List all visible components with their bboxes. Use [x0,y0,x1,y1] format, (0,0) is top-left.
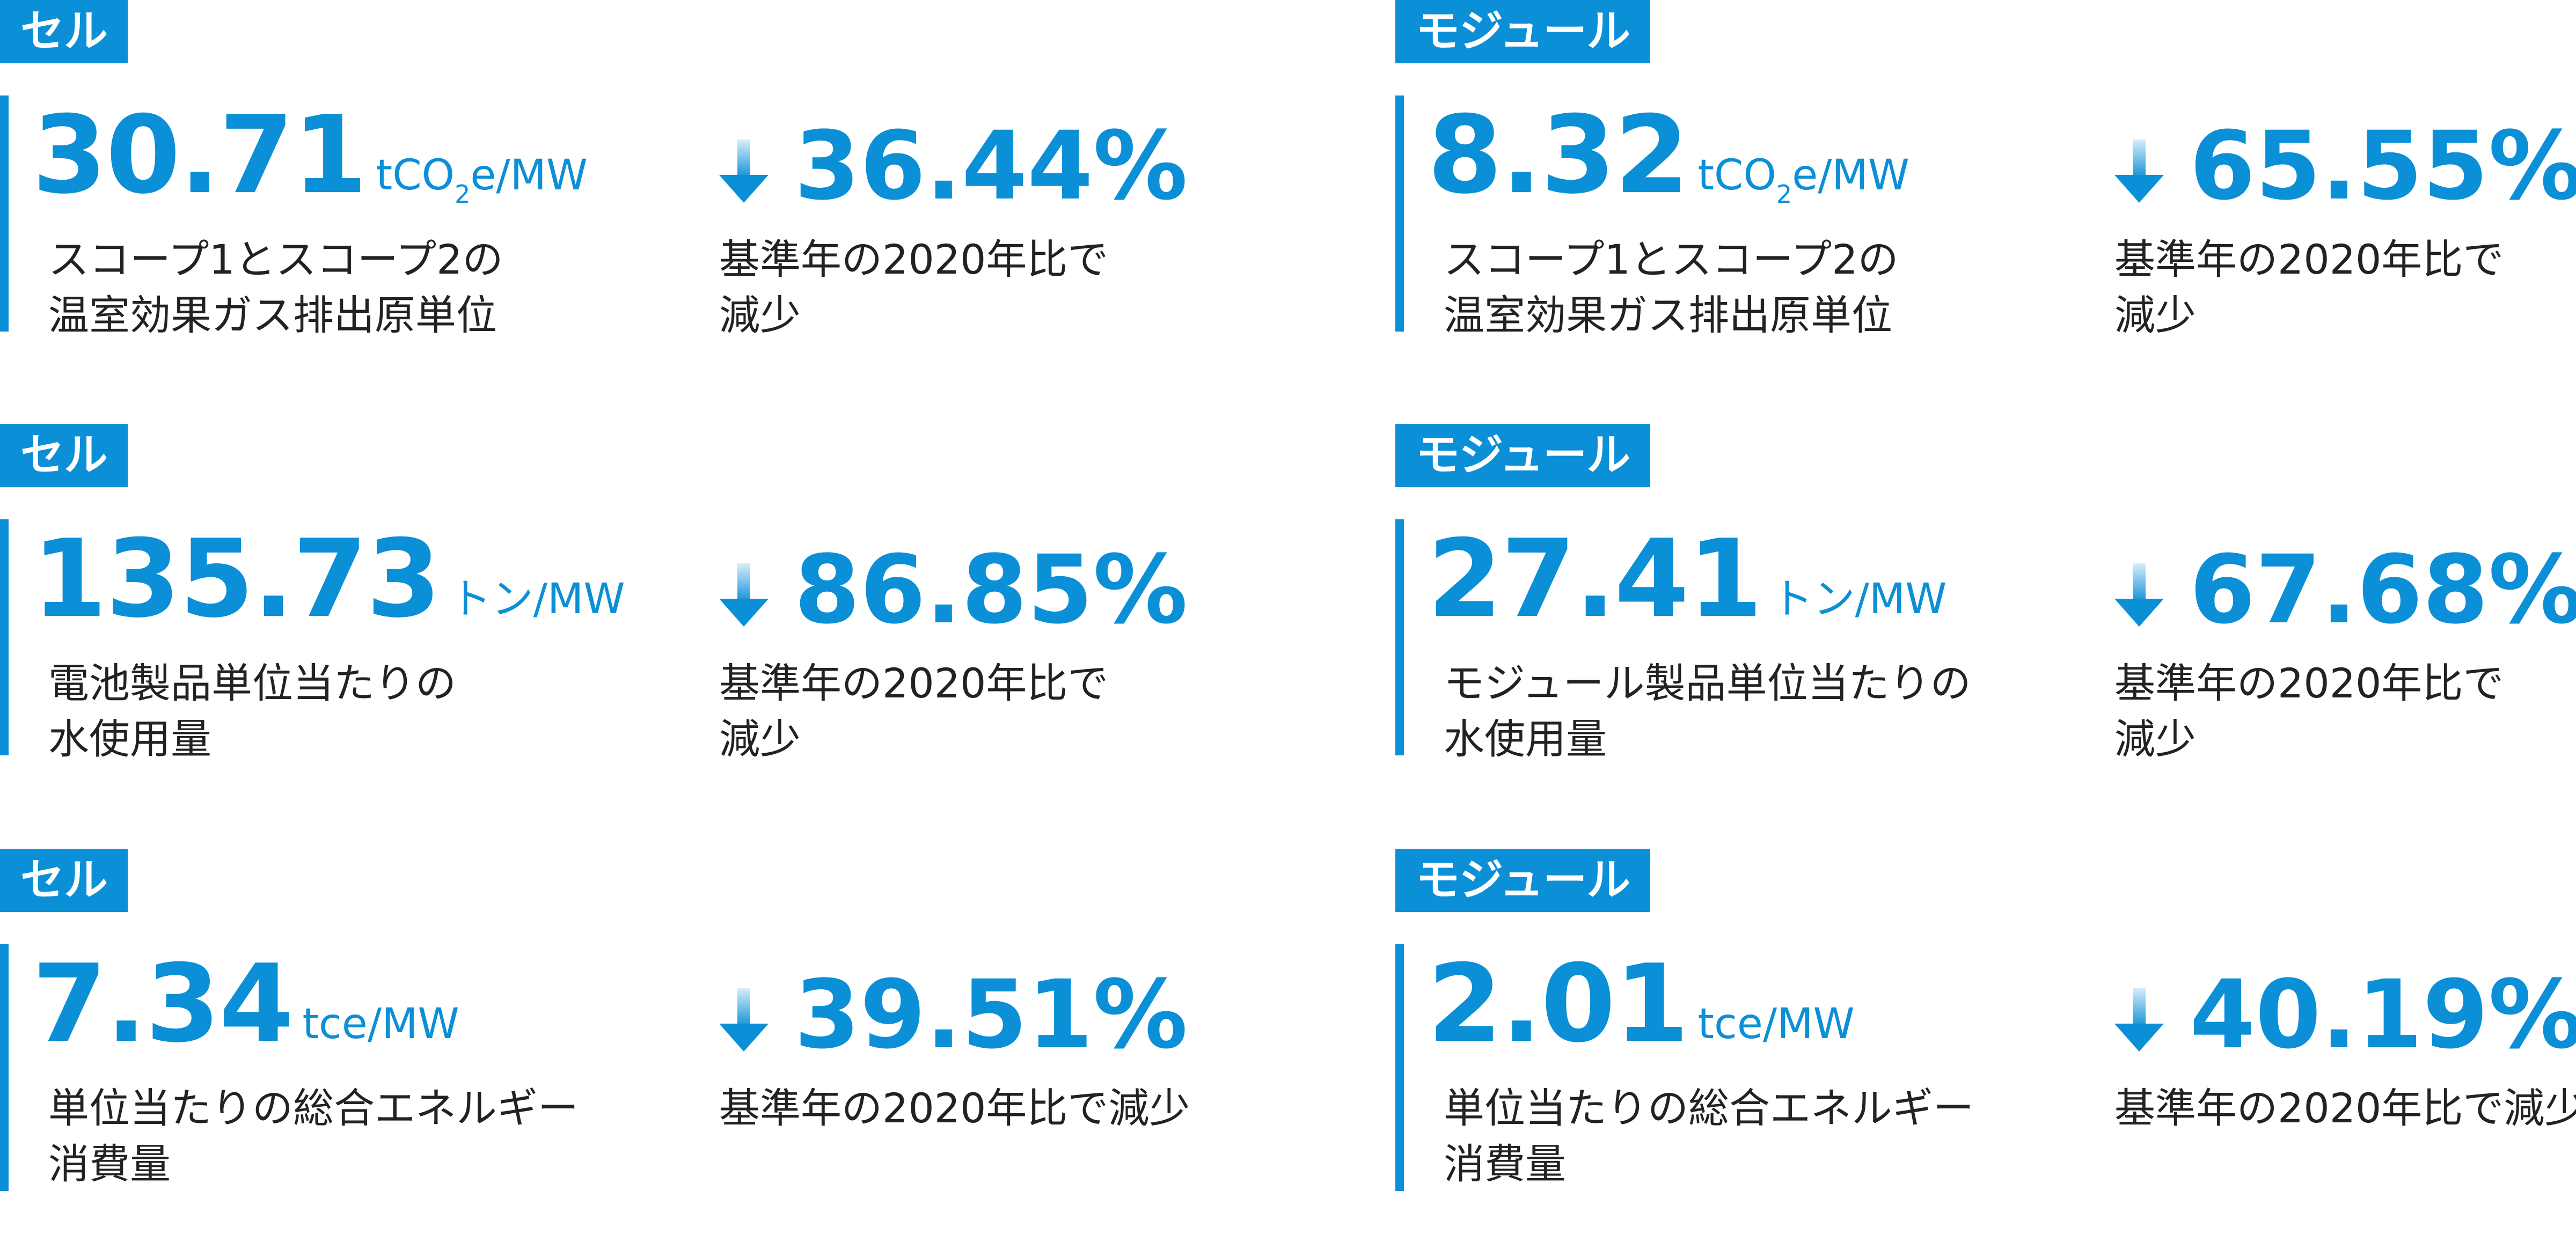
metric-value: 30.71 [32,93,368,218]
category-tag: セル [0,424,128,487]
change-percent: 65.55% [2190,111,2576,221]
change-percent: 86.85% [794,535,1188,645]
arrow-down-icon [719,563,769,627]
metric-description: スコープ1とスコープ2の 温室効果ガス排出原単位 [48,236,503,339]
category-tag: モジュール [1395,849,1651,912]
change-percent: 67.68% [2190,535,2576,645]
metric-value: 135.73 [32,517,441,642]
metric-unit: tce/MW [1697,1000,1855,1048]
change-percent: 39.51% [794,960,1188,1070]
arrow-down-icon [719,988,769,1052]
category-tag: モジュール [1395,0,1651,63]
metric-card-module-ghg: モジュール 8.32 tCO2e/MW スコープ1とスコープ2の 温室効果ガス排出… [1395,0,2576,386]
accent-bar [0,944,9,1191]
metric-card-cell-energy: セル 7.34 tce/MW 単位当たりの総合エネルギー 消費量 39.51% 基… [0,849,1277,1235]
change-percent: 36.44% [794,111,1188,221]
change-description: 基準年の2020年比で 減少 [719,236,1109,339]
metric-unit: tce/MW [302,1000,459,1048]
metric-value-row: 2.01 tce/MW [1428,945,1855,1063]
metric-description: スコープ1とスコープ2の 温室効果ガス排出原単位 [1444,236,1899,339]
metric-value-row: 7.34 tce/MW [32,945,459,1063]
metric-card-module-energy: モジュール 2.01 tce/MW 単位当たりの総合エネルギー 消費量 40.19… [1395,849,2576,1235]
arrow-down-icon [719,139,769,203]
metric-value-row: 30.71 tCO2e/MW [32,97,588,215]
change-percent: 40.19% [2190,960,2576,1070]
arrow-down-icon [2114,988,2164,1052]
change-description: 基準年の2020年比で 減少 [719,659,1109,763]
arrow-down-icon [2114,139,2164,203]
change-description: 基準年の2020年比で 減少 [2114,659,2504,763]
change-description: 基準年の2020年比で減少 [719,1084,1190,1132]
change-description: 基準年の2020年比で減少 [2114,1084,2576,1132]
metric-description: モジュール製品単位当たりの 水使用量 [1444,659,1971,763]
category-tag: セル [0,0,128,63]
change-description: 基準年の2020年比で 減少 [2114,236,2504,339]
metric-description: 電池製品単位当たりの 水使用量 [48,659,456,763]
category-tag: セル [0,849,128,912]
accent-bar [1395,95,1404,332]
metric-value: 27.41 [1428,517,1763,642]
arrow-down-icon [2114,563,2164,627]
metric-unit: トン/MW [449,575,625,623]
metric-unit: tCO2e/MW [376,151,588,209]
metric-card-cell-water: セル 135.73 トン/MW 電池製品単位当たりの 水使用量 86.85% 基準… [0,424,1277,810]
metric-value: 8.32 [1428,93,1689,218]
metric-card-module-water: モジュール 27.41 トン/MW モジュール製品単位当たりの 水使用量 67.6… [1395,424,2576,810]
metric-value-row: 8.32 tCO2e/MW [1428,97,1909,215]
metric-value: 2.01 [1428,942,1689,1067]
metric-value-row: 135.73 トン/MW [32,520,625,638]
accent-bar [1395,944,1404,1191]
metric-description: 単位当たりの総合エネルギー 消費量 [1444,1084,1974,1188]
metric-unit: tCO2e/MW [1697,151,1909,209]
metric-card-cell-ghg: セル 30.71 tCO2e/MW スコープ1とスコープ2の 温室効果ガス排出原単… [0,0,1277,386]
metric-unit: トン/MW [1771,575,1947,623]
metric-description: 単位当たりの総合エネルギー 消費量 [48,1084,579,1188]
accent-bar [0,519,9,755]
accent-bar [1395,519,1404,755]
metric-value-row: 27.41 トン/MW [1428,520,1946,638]
category-tag: モジュール [1395,424,1651,487]
accent-bar [0,95,9,332]
metric-value: 7.34 [32,942,294,1067]
